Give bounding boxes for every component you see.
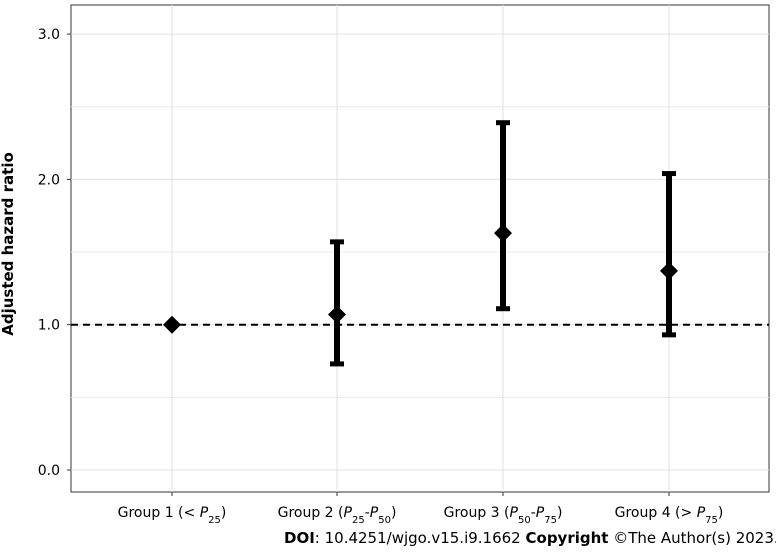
copyright-label: Copyright bbox=[525, 529, 609, 547]
y-axis-label: Adjusted hazard ratio bbox=[0, 152, 17, 336]
y-tick-label: 1.0 bbox=[38, 318, 60, 334]
estimate-point bbox=[328, 305, 346, 324]
x-tick-label: Group 4 (> P75) bbox=[615, 505, 724, 526]
doi-value: : 10.4251/wjgo.v15.i9.1662 bbox=[314, 529, 526, 547]
y-tick-label: 3.0 bbox=[38, 27, 60, 43]
x-tick-label: Group 3 (P50-P75) bbox=[444, 505, 563, 526]
plot-panel bbox=[70, 4, 770, 493]
doi-label: DOI bbox=[284, 529, 315, 547]
estimate-point bbox=[660, 261, 678, 280]
data-marks bbox=[163, 120, 678, 367]
y-tick-label: 0.0 bbox=[38, 463, 60, 479]
y-axis-ticks: 0.0 1.0 2.0 3.0 bbox=[38, 27, 71, 479]
y-tick-label: 2.0 bbox=[38, 172, 60, 188]
estimate-point bbox=[163, 315, 181, 334]
x-tick-label: Group 2 (P25-P50) bbox=[278, 505, 397, 526]
footer-citation: DOI: 10.4251/wjgo.v15.i9.1662 Copyright … bbox=[284, 529, 776, 547]
x-axis-ticks: Group 1 (< P25) Group 2 (P25-P50) Group 3 … bbox=[118, 492, 724, 526]
copyright-value: ©The Author(s) 2023. bbox=[608, 529, 776, 547]
estimate-point bbox=[494, 224, 512, 243]
x-tick-label: Group 1 (< P25) bbox=[118, 505, 227, 526]
